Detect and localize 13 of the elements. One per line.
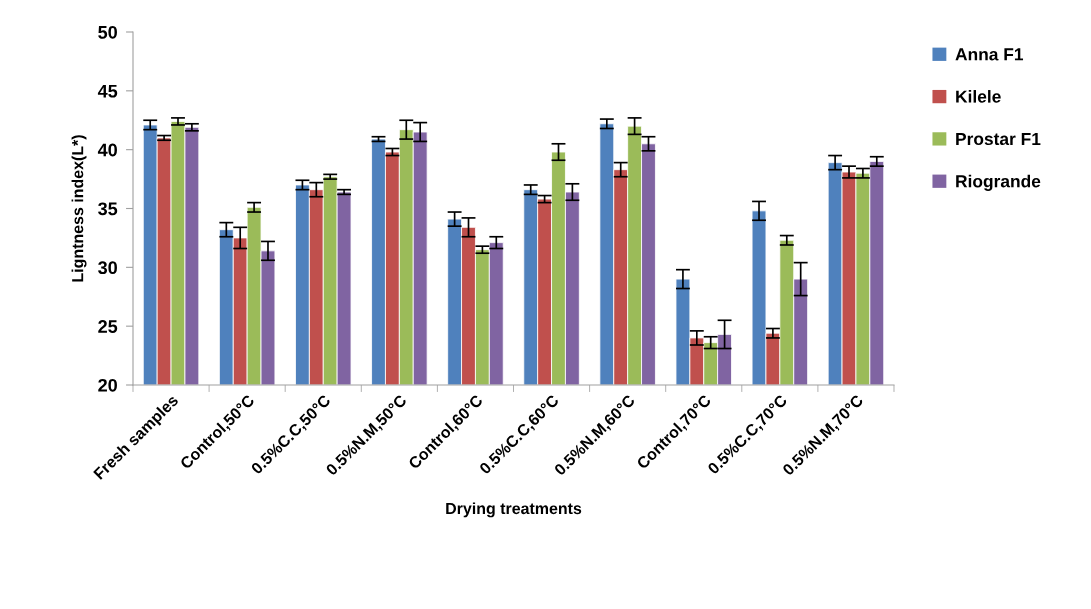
y-tick-label: 40 [97,143,117,157]
x-axis-title: Drying treatments [446,502,582,518]
legend-label: Kilele [956,90,1001,103]
y-tick-label: 35 [98,202,118,216]
y-tick-label: 20 [98,378,117,392]
legend-label: Prostar F1 [956,132,1041,146]
legend-label: Riogrande [956,174,1041,191]
y-axis-title: Ligntness index(L*) [71,135,87,282]
y-tick-label: 50 [98,25,117,39]
y-tick-label: 45 [97,84,118,98]
y-tick-label: 25 [98,320,118,333]
y-tick-label: 30 [98,261,117,275]
legend-label: Anna F1 [955,48,1024,61]
